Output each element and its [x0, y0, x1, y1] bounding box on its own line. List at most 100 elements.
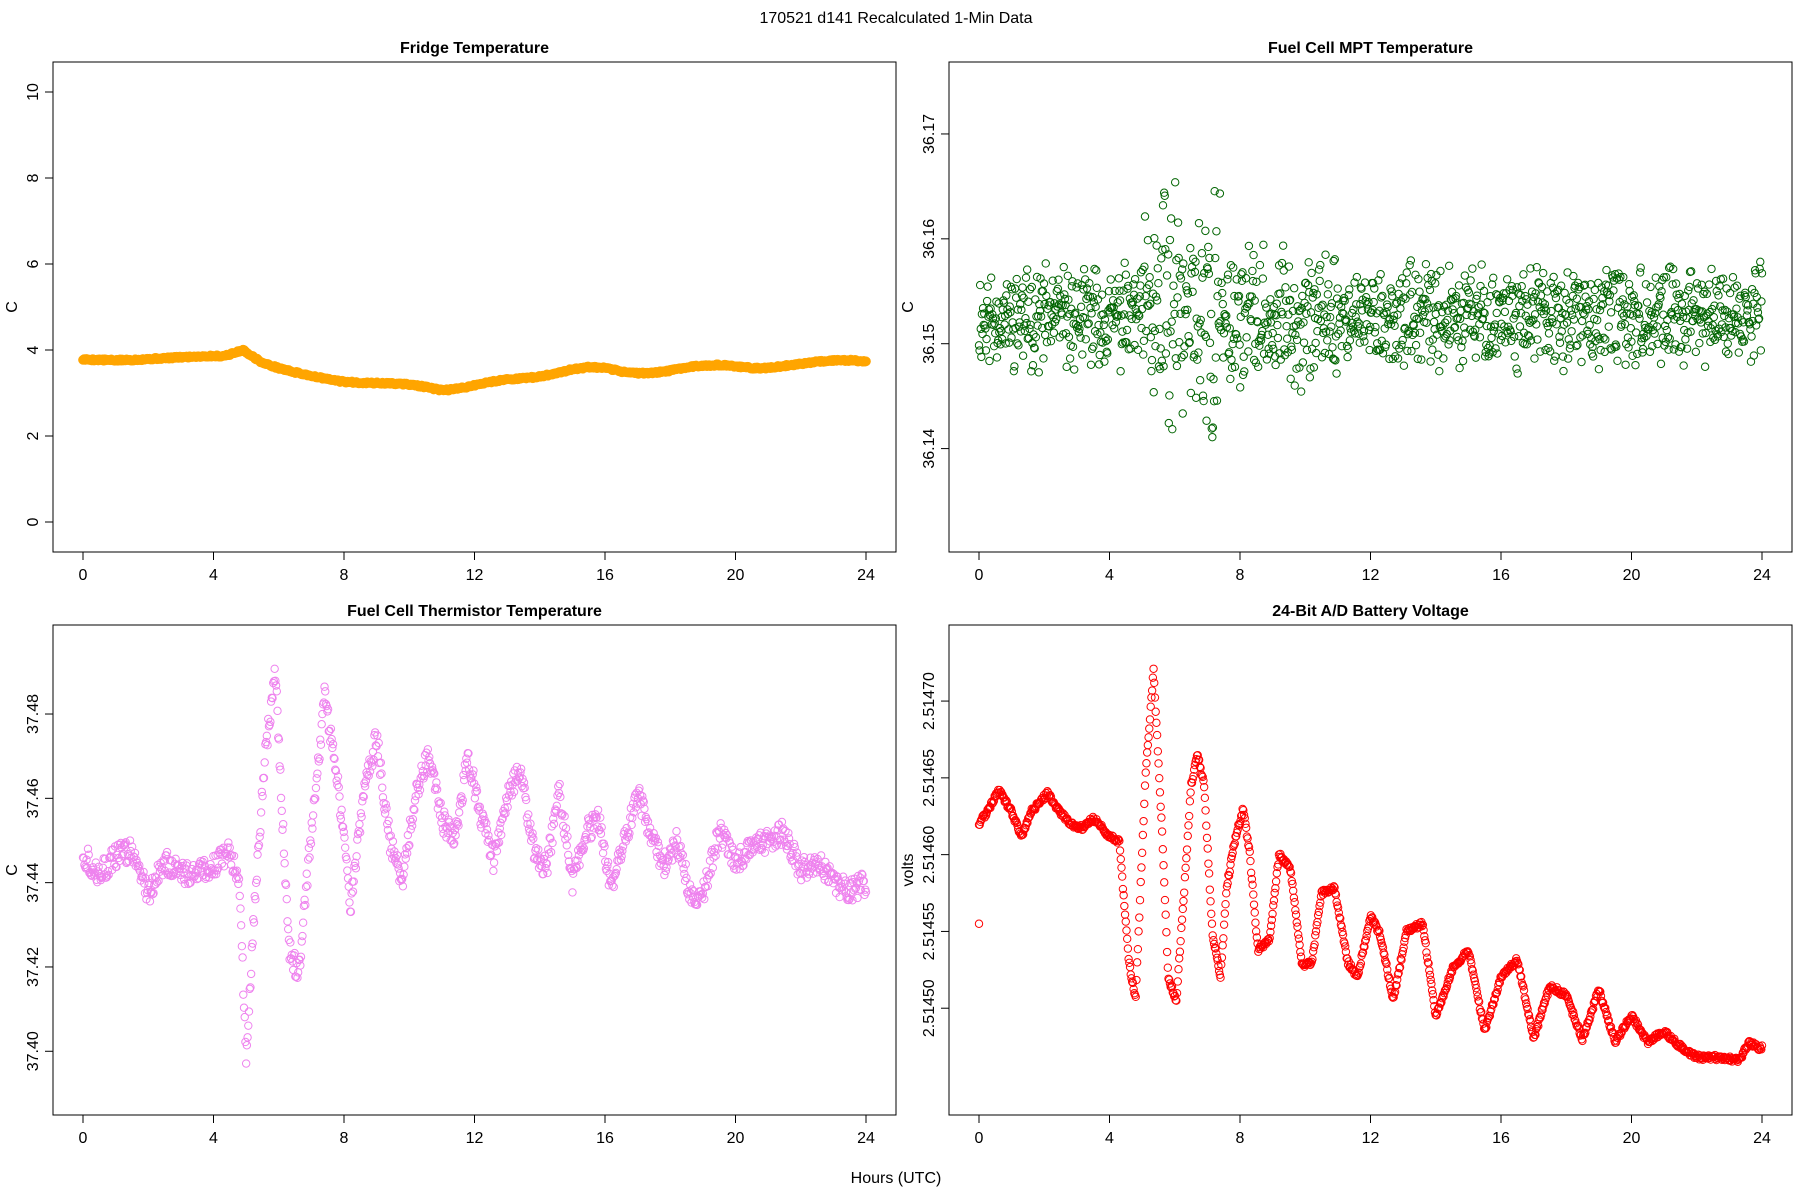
mpt-point [1173, 293, 1182, 302]
battery-x-tick-label: 0 [975, 1130, 984, 1147]
mpt-point [1105, 308, 1114, 317]
mpt-point [1113, 298, 1122, 307]
mpt-point [1515, 322, 1525, 331]
mpt-point [1266, 295, 1275, 304]
mpt-point [1176, 274, 1186, 283]
mpt-point [1046, 298, 1055, 307]
mpt-point [1377, 293, 1386, 302]
mpt-point [1203, 264, 1212, 274]
fridge-x-tick-label: 24 [857, 567, 875, 584]
mpt-point [1217, 278, 1226, 288]
mpt-point [1370, 328, 1380, 337]
mpt-point [1321, 327, 1331, 337]
fridge-plot-frame [52, 61, 897, 553]
mpt-point [1179, 350, 1189, 360]
mpt-point [1393, 354, 1403, 363]
mpt-point [1391, 299, 1400, 309]
mpt-point [1085, 292, 1095, 301]
mpt-point [1188, 287, 1197, 296]
mpt-point [1148, 289, 1158, 298]
mpt-point [1299, 318, 1308, 327]
fridge-x-tick-label: 12 [466, 567, 484, 584]
mpt-x-tick-label: 8 [1236, 567, 1245, 584]
mpt-point [1017, 291, 1027, 300]
mpt-point [1087, 309, 1096, 318]
mpt-point [1378, 291, 1387, 301]
mpt-point [1271, 360, 1280, 370]
mpt-point [1368, 278, 1378, 288]
mpt-point [1336, 326, 1345, 335]
mpt-point [1401, 294, 1410, 303]
thermistor-x-tick-label: 20 [727, 1130, 745, 1147]
mpt-point [1079, 285, 1088, 294]
mpt-point [1119, 286, 1128, 295]
mpt-point [1088, 293, 1097, 302]
mpt-point [1407, 346, 1416, 356]
mpt-point [1215, 189, 1225, 198]
mpt-point [1099, 320, 1108, 330]
mpt-point [1359, 327, 1369, 336]
mpt-points [974, 178, 1767, 442]
mpt-point [1395, 279, 1405, 288]
mpt-point [1239, 352, 1248, 361]
mpt-point [999, 298, 1009, 308]
mpt-point [1185, 337, 1194, 347]
mpt-point [1376, 270, 1385, 279]
mpt-point [1455, 363, 1464, 373]
mpt-point [1333, 284, 1342, 293]
mpt-point [1325, 327, 1334, 336]
mpt-point [1306, 364, 1315, 373]
mpt-point [1071, 308, 1080, 317]
mpt-point [1345, 336, 1355, 345]
mpt-point [1501, 338, 1510, 347]
mpt-point [1039, 354, 1048, 363]
mpt-point [1031, 332, 1041, 342]
mpt-point [1521, 311, 1530, 320]
thermistor-x-tick-label: 0 [79, 1130, 88, 1147]
mpt-point [1464, 288, 1474, 297]
mpt-point [1164, 418, 1174, 428]
mpt-point [1079, 265, 1089, 274]
mpt-point [1166, 327, 1175, 336]
mpt-point [975, 346, 984, 355]
mpt-point [1480, 309, 1489, 318]
mpt-point [1283, 334, 1292, 343]
mpt-point [1223, 270, 1233, 279]
mpt-point [1352, 272, 1362, 282]
mpt-point [983, 282, 992, 291]
mpt-point [1170, 309, 1179, 319]
battery-y-tick-label: 2.51465 [921, 749, 938, 807]
mpt-point [1094, 360, 1104, 369]
mpt-point [1366, 322, 1375, 331]
mpt-point [1168, 424, 1177, 434]
battery-y-tick-label: 2.51455 [921, 902, 938, 960]
mpt-point [1278, 241, 1288, 250]
mpt-point [1311, 338, 1320, 348]
mpt-point [1159, 362, 1168, 371]
figure-x-label: Hours (UTC) [851, 1170, 942, 1187]
mpt-point [1287, 345, 1297, 355]
mpt-point [1110, 324, 1119, 333]
mpt-point [1247, 316, 1256, 326]
mpt-point [1140, 262, 1149, 271]
mpt-point [1018, 351, 1028, 360]
mpt-point [1258, 326, 1267, 336]
mpt-point [1502, 275, 1512, 284]
mpt-point [1406, 256, 1416, 265]
mpt-point [1510, 352, 1519, 361]
mpt-point [1165, 391, 1174, 400]
mpt-point [1169, 281, 1178, 290]
mpt-point [1274, 261, 1284, 270]
mpt-point [1287, 342, 1296, 351]
mpt-point [1318, 300, 1327, 309]
mpt-point [1268, 328, 1277, 338]
mpt-point [1072, 323, 1082, 332]
mpt-point [1365, 345, 1374, 355]
mpt-point [1240, 367, 1249, 376]
mpt-point [1082, 284, 1092, 293]
mpt-point [1312, 348, 1321, 358]
mpt-point [1152, 296, 1162, 305]
mpt-point [996, 340, 1005, 349]
mpt-point [1092, 266, 1101, 275]
mpt-point [1029, 343, 1039, 352]
